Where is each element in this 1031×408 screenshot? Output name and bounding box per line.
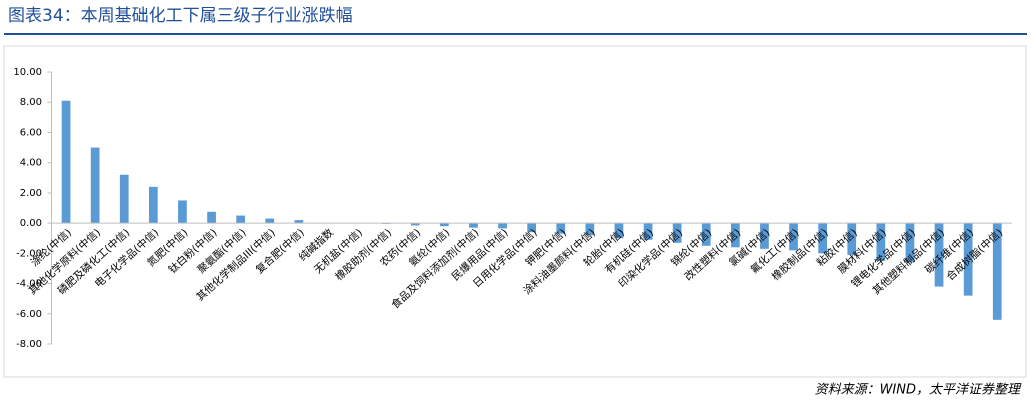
y-tick-label: 4.00 bbox=[20, 158, 42, 169]
y-tick-label: -8.00 bbox=[16, 339, 42, 350]
bar bbox=[178, 200, 187, 223]
y-tick-label: 6.00 bbox=[20, 127, 42, 138]
y-tick-label: 10.00 bbox=[13, 67, 42, 78]
chart-title: 图表34：本周基础化工下属三级子行业涨跌幅 bbox=[8, 6, 353, 26]
bar bbox=[207, 212, 216, 223]
bar bbox=[120, 175, 129, 223]
y-tick-label: 2.00 bbox=[20, 188, 42, 199]
bar bbox=[62, 101, 71, 223]
source-note: 资料来源：WIND，太平洋证券整理 bbox=[815, 383, 1022, 398]
bar bbox=[149, 187, 158, 223]
bar bbox=[265, 219, 274, 224]
y-tick-label: 8.00 bbox=[20, 97, 42, 108]
bar bbox=[91, 148, 100, 224]
bar bbox=[236, 216, 245, 224]
y-tick-label: -6.00 bbox=[16, 309, 42, 320]
y-tick-label: 0.00 bbox=[20, 218, 42, 229]
